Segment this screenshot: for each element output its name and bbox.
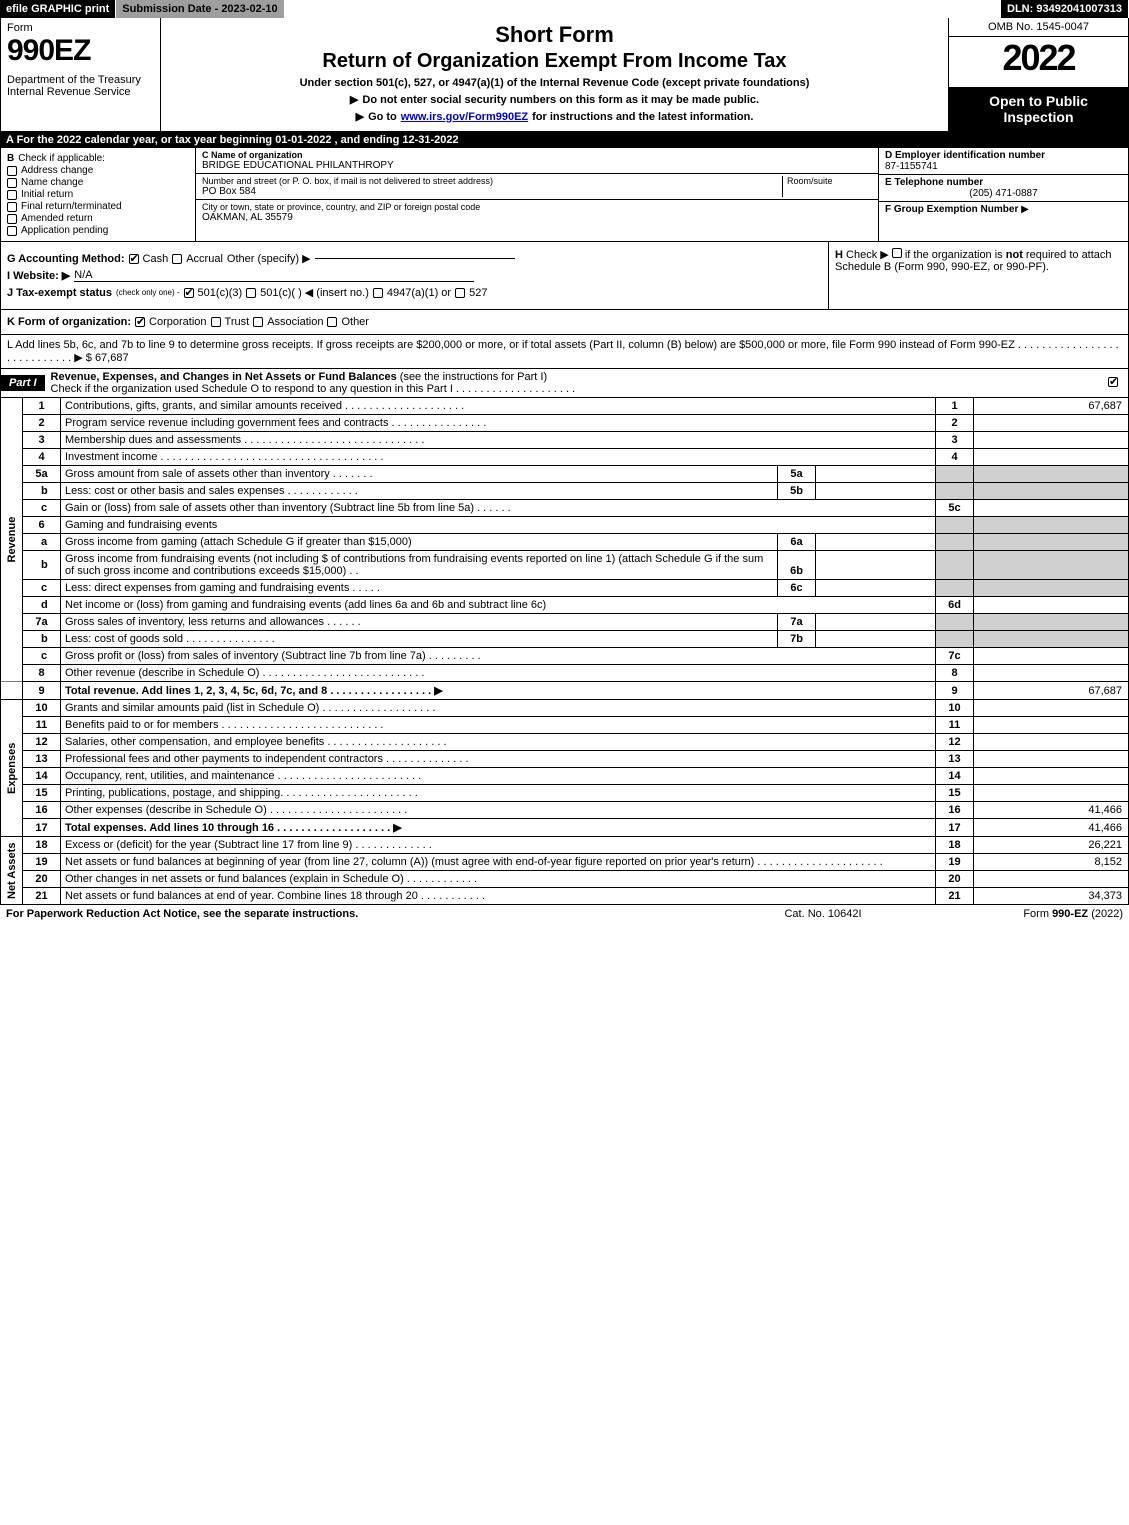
chk-final-return[interactable]	[7, 202, 17, 212]
section-k: K Form of organization: Corporation Trus…	[0, 310, 1129, 335]
header-left: Form 990EZ Department of the Treasury In…	[1, 18, 161, 131]
b-center: C Name of organization BRIDGE EDUCATIONA…	[196, 148, 878, 241]
ein: 87-1155741	[885, 161, 938, 172]
other-specify-line	[315, 258, 515, 259]
form-title: Return of Organization Exempt From Incom…	[167, 50, 942, 73]
chk-application-pending[interactable]	[7, 226, 17, 236]
section-ghij: G Accounting Method: Cash Accrual Other …	[0, 242, 1129, 310]
omb-number: OMB No. 1545-0047	[949, 18, 1128, 37]
submission-date: Submission Date - 2023-02-10	[116, 0, 284, 18]
expenses-side-label: Expenses	[1, 700, 23, 837]
irs-link[interactable]: www.irs.gov/Form990EZ	[401, 111, 528, 123]
phone: (205) 471-0887	[885, 188, 1122, 199]
h-block: H Check ▶ if the organization is not req…	[828, 242, 1128, 309]
part1-label: Part I	[1, 375, 45, 391]
ghi-left: G Accounting Method: Cash Accrual Other …	[1, 242, 828, 309]
chk-h[interactable]	[892, 248, 902, 258]
form-number: 990EZ	[7, 34, 154, 68]
line9-value: 67,687	[974, 682, 1129, 700]
note-1: ▶Do not enter social security numbers on…	[167, 93, 942, 106]
chk-accrual[interactable]	[172, 254, 182, 264]
header-right: OMB No. 1545-0047 2022 Open to Public In…	[948, 18, 1128, 131]
note-2: ▶ Go to www.irs.gov/Form990EZ for instru…	[167, 110, 942, 123]
chk-part1-scho[interactable]	[1108, 377, 1118, 387]
footer-left: For Paperwork Reduction Act Notice, see …	[6, 908, 723, 920]
part1-table: Revenue 1 Contributions, gifts, grants, …	[0, 398, 1129, 905]
footer-right: Form 990-EZ (2022)	[923, 908, 1123, 920]
dln-label: DLN: 93492041007313	[1001, 0, 1129, 18]
form-subtitle: Under section 501(c), 527, or 4947(a)(1)…	[167, 77, 942, 89]
chk-name-change[interactable]	[7, 178, 17, 188]
footer-cat: Cat. No. 10642I	[723, 908, 923, 920]
netassets-side-label: Net Assets	[1, 837, 23, 905]
website-value: N/A	[74, 269, 474, 282]
chk-501c3[interactable]	[184, 288, 194, 298]
chk-trust[interactable]	[211, 317, 221, 327]
b-checkboxes: B Check if applicable: Address change Na…	[1, 148, 196, 241]
form-header: Form 990EZ Department of the Treasury In…	[0, 18, 1129, 132]
line17-value: 41,466	[974, 819, 1129, 837]
chk-initial-return[interactable]	[7, 190, 17, 200]
form-word: Form	[7, 22, 154, 34]
chk-address-change[interactable]	[7, 166, 17, 176]
org-name: BRIDGE EDUCATIONAL PHILANTHROPY	[202, 160, 872, 171]
spacer	[285, 0, 1001, 18]
chk-corp[interactable]	[135, 317, 145, 327]
org-city: OAKMAN, AL 35579	[202, 212, 872, 223]
chk-amended-return[interactable]	[7, 214, 17, 224]
line18-value: 26,221	[974, 837, 1129, 854]
line1-value: 67,687	[974, 398, 1129, 415]
line16-value: 41,466	[974, 802, 1129, 819]
chk-cash[interactable]	[129, 254, 139, 264]
efile-label: efile GRAPHIC print	[0, 0, 116, 18]
section-b-block: B Check if applicable: Address change Na…	[0, 148, 1129, 242]
part1-header-row: Part I Revenue, Expenses, and Changes in…	[0, 369, 1129, 398]
dept-label: Department of the Treasury Internal Reve…	[7, 74, 154, 98]
line19-value: 8,152	[974, 854, 1129, 871]
chk-other-org[interactable]	[327, 317, 337, 327]
chk-527[interactable]	[455, 288, 465, 298]
chk-4947[interactable]	[373, 288, 383, 298]
header-center: Short Form Return of Organization Exempt…	[161, 18, 948, 131]
line21-value: 34,373	[974, 888, 1129, 905]
section-l: L Add lines 5b, 6c, and 7b to line 9 to …	[0, 335, 1129, 369]
revenue-side-label: Revenue	[1, 398, 23, 682]
page-footer: For Paperwork Reduction Act Notice, see …	[0, 905, 1129, 923]
chk-501c[interactable]	[246, 288, 256, 298]
line-a: A For the 2022 calendar year, or tax yea…	[0, 132, 1129, 148]
org-street: PO Box 584	[202, 186, 782, 197]
short-form-title: Short Form	[167, 22, 942, 48]
tax-year: 2022	[949, 37, 1128, 79]
chk-assoc[interactable]	[253, 317, 263, 327]
open-to-public: Open to Public Inspection	[949, 87, 1128, 131]
b-right: D Employer identification number 87-1155…	[878, 148, 1128, 241]
top-bar: efile GRAPHIC print Submission Date - 20…	[0, 0, 1129, 18]
l-value: 67,687	[95, 352, 129, 364]
